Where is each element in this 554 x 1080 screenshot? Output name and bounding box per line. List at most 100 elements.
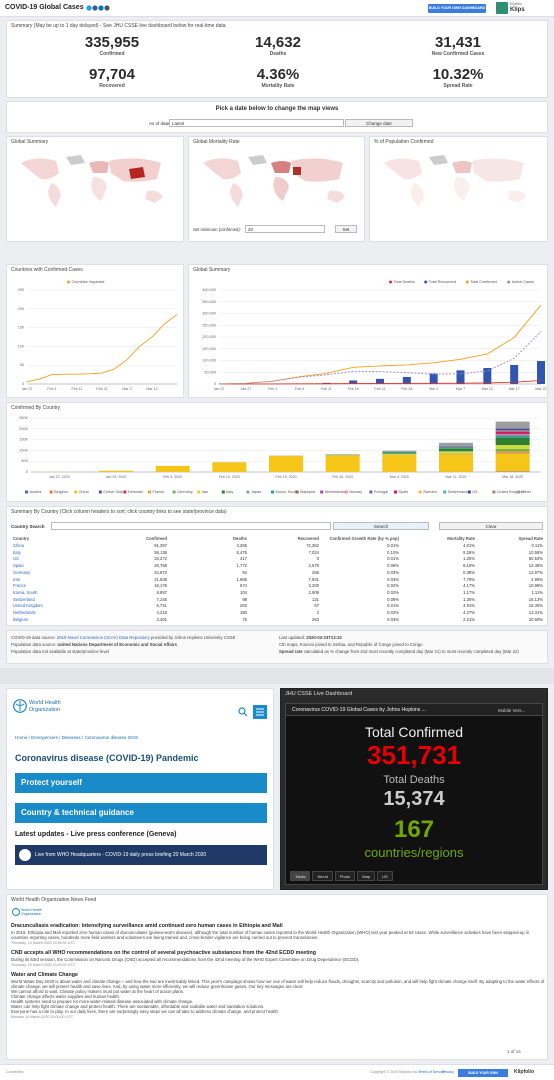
jhu-tab[interactable]: US [377, 871, 393, 881]
table-cell: 72,362 [306, 543, 319, 548]
table-cell: 0.10% [387, 549, 399, 555]
copyright: Copyright © 2019 Klipfolio Inc. [370, 1070, 419, 1074]
country-link[interactable]: France [13, 583, 27, 589]
x-tick-label: Mar 2 [122, 387, 131, 391]
table-cell: 1,685 [236, 576, 247, 582]
min-input[interactable]: 20 [245, 225, 325, 233]
line [218, 380, 542, 385]
column-header[interactable]: Confirmed Growth Rate (by % pop) [329, 536, 399, 541]
search-input[interactable] [51, 522, 331, 530]
table-cell: 0.02% [387, 583, 399, 589]
country-link[interactable]: Belgium [13, 616, 29, 622]
legend-label: Total Deaths [394, 280, 415, 284]
bar [402, 376, 411, 384]
jhu-label: Total Confirmed [364, 724, 464, 740]
stat: 4.36% Mortality Rate [203, 67, 353, 90]
country-link[interactable]: Spain [13, 563, 24, 569]
chart: 0 50,000 100,000 150,000 200,000 250,000 300,0… [202, 280, 546, 391]
clear-button[interactable]: Clear [439, 522, 543, 530]
who-button[interactable]: Protect yourself [15, 773, 267, 793]
news-title[interactable]: CND accepts all WHO recommendations on t… [11, 950, 316, 956]
news-date: Thursday, 19 March 2020 10:40:00 UTC [11, 963, 76, 967]
bar-segment [439, 446, 473, 449]
y-tick-label: 0 [214, 382, 216, 386]
x-tick-label: Feb 26 [401, 387, 412, 391]
build-button[interactable]: BUILD YOUR OWN DASHBOARD [458, 1069, 508, 1080]
share-icons[interactable] [86, 5, 112, 11]
stat-value: 10.32% [432, 66, 484, 83]
country-link[interactable]: Italy [13, 549, 21, 555]
table-cell: 5,741 [156, 603, 167, 609]
column-header[interactable]: Mortality Rate [447, 536, 475, 541]
change-date-button[interactable]: Change date [345, 119, 413, 127]
who-name: World Health [29, 700, 61, 706]
pagination[interactable]: 1 of 14 [507, 1049, 521, 1054]
legend-swatch [98, 490, 102, 494]
column-header[interactable]: Deaths [233, 536, 247, 541]
country-link[interactable]: Iran [13, 576, 21, 582]
table-cell: 59,138 [154, 549, 167, 555]
legend-swatch [320, 490, 324, 494]
news-title[interactable]: Water and Climate Change [11, 972, 78, 978]
world-map[interactable] [193, 151, 363, 211]
set-button[interactable]: Set [335, 225, 357, 233]
jhu-tab[interactable]: Totals [290, 871, 311, 881]
column-header[interactable]: Spread Rate [518, 536, 543, 541]
jhu-mobile[interactable]: Mobile Vers... [498, 707, 526, 713]
table-cell: 1.17% [463, 589, 475, 595]
bar-segment [382, 450, 417, 452]
country-link[interactable]: United Kingdom [13, 603, 43, 609]
country-link[interactable]: US [13, 556, 19, 562]
y-tick-label: 400,000 [202, 288, 216, 292]
link[interactable]: 2019 Novel Coronavirus (nCoV) Data Repos… [56, 635, 150, 640]
legend-swatch [172, 490, 176, 494]
table-cell: 3,265 [236, 543, 247, 548]
country-link[interactable]: China [13, 543, 24, 548]
column-header[interactable]: Country [13, 536, 30, 541]
table-cell: 2,200 [308, 583, 319, 589]
world-map[interactable] [374, 151, 544, 211]
who-heading: Coronavirus disease (COVID-19) Pandemic [15, 753, 199, 763]
country-link[interactable]: Germany [13, 569, 31, 575]
jhu-dashboard[interactable]: Coronavirus COVID-19 Global Cases by Joh… [285, 703, 543, 885]
jhu-tab[interactable]: Photo [334, 871, 356, 881]
bar-segment [99, 470, 133, 472]
column-header[interactable]: Confirmed [146, 536, 167, 541]
x-tick-label: Feb 5, 2020 [163, 475, 182, 479]
column-header[interactable]: Recovered [297, 536, 319, 541]
news-title[interactable]: Dracunculiasis eradication: intensifying… [11, 923, 283, 929]
spread-note: Spread rate calculated as % change from … [279, 649, 519, 654]
country-link[interactable]: Korea, South [13, 589, 38, 595]
who-controls[interactable] [237, 705, 269, 719]
legend-label: Active Cases [512, 280, 534, 284]
panel-title: World Health Organization News Feed [11, 897, 97, 903]
date-select[interactable]: Latest [169, 119, 344, 127]
build-button[interactable]: BUILD YOUR OWN DASHBOARD [428, 4, 486, 13]
table-cell: 2.21% [463, 616, 475, 622]
min-label: Set minimum (confirmed): [193, 227, 241, 232]
jhu-tab[interactable]: World [312, 871, 333, 881]
y-tick-label: 250 [18, 288, 24, 292]
news-body: Climate change affects water supplies an… [11, 994, 121, 999]
jhu-tab[interactable]: Map [357, 871, 376, 881]
country-link[interactable]: Netherlands [13, 610, 36, 615]
world-map[interactable] [11, 151, 181, 211]
country-link[interactable]: Switzerland [13, 596, 35, 602]
table-cell: 2,909 [308, 589, 319, 595]
table-cell: 7.79% [463, 576, 475, 582]
search-button[interactable]: Search [333, 522, 429, 530]
bar-segment [382, 451, 417, 453]
legend-swatch [197, 490, 201, 494]
video-icon [19, 849, 31, 861]
breadcrumb[interactable]: Home / Emergencies / Diseases / Coronavi… [15, 735, 138, 740]
legend-label: Korea, South [276, 490, 298, 494]
terms-link[interactable]: Terms of Service [418, 1070, 445, 1074]
table-cell: 10.98% [528, 583, 543, 589]
who-button[interactable]: Country & technical guidance [15, 803, 267, 823]
news-date: Monday, 16 March 2020 20:00:00 UTC [11, 1015, 73, 1019]
table-cell: 266 [312, 569, 319, 575]
privacy-link[interactable]: Privacy [442, 1070, 454, 1074]
y-tick-label: 50 [20, 363, 24, 367]
video[interactable]: Live from WHO Headquarters - COVID-19 da… [15, 845, 267, 865]
table-cell: 417 [240, 556, 247, 562]
